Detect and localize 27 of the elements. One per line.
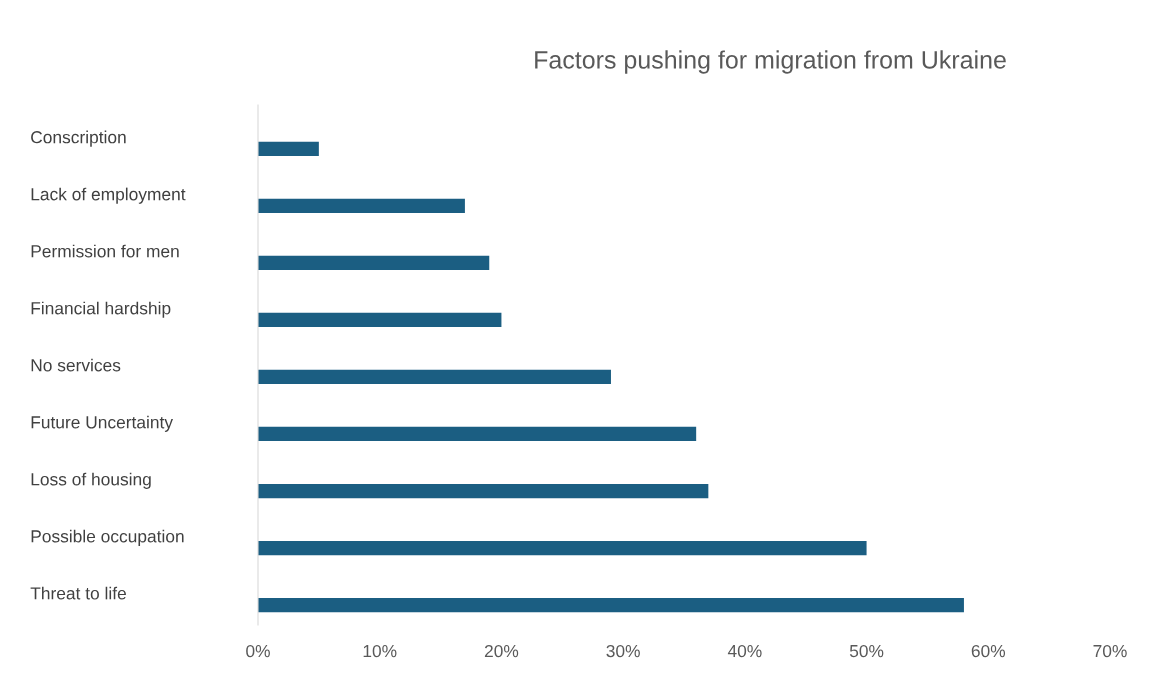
x-tick-label: 20% — [484, 644, 519, 658]
bar — [258, 312, 502, 328]
y-tick-label: Permission for men — [31, 244, 179, 258]
bar — [258, 483, 709, 499]
x-tick-label: 40% — [727, 644, 762, 658]
bar — [258, 255, 490, 271]
y-tick-label: Threat to life — [30, 586, 126, 600]
y-tick-label: Lack of employment — [31, 187, 186, 204]
x-tick-label: 0% — [246, 644, 270, 658]
bar — [258, 198, 465, 214]
x-tick-label: 60% — [971, 644, 1006, 658]
bar — [258, 426, 697, 442]
y-tick-label: Financial hardship — [31, 301, 171, 318]
bar — [258, 540, 867, 556]
y-tick-label: No services — [31, 358, 121, 372]
y-tick-label: Loss of housing — [31, 472, 151, 489]
x-tick-label: 50% — [849, 644, 884, 658]
y-tick-label: Future Uncertainty — [31, 415, 173, 432]
bar — [258, 369, 611, 385]
bar — [258, 141, 319, 157]
chart-title: Factors pushing for migration from Ukraine — [535, 50, 1006, 74]
x-tick-label: 70% — [1093, 644, 1127, 658]
x-tick-label: 30% — [606, 644, 640, 658]
y-tick-label: Possible occupation — [31, 529, 184, 546]
bar — [258, 597, 964, 613]
x-tick-label: 10% — [363, 644, 397, 658]
y-tick-label: Conscription — [31, 130, 126, 147]
